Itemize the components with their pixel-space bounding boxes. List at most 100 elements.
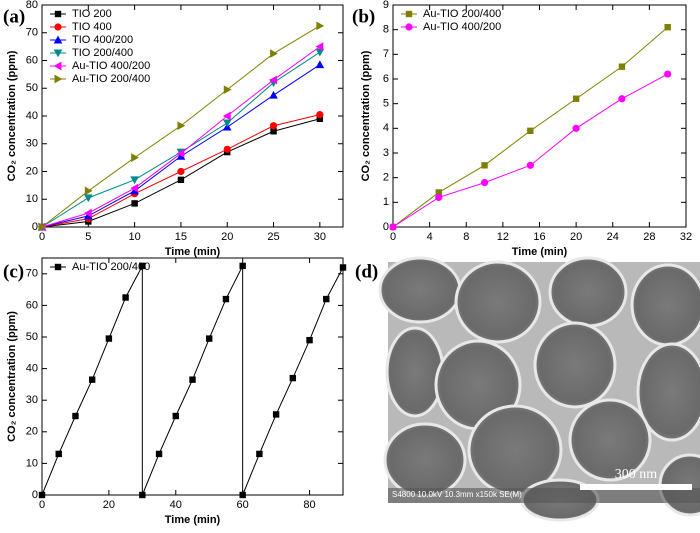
y-tick-label: 20 — [26, 426, 38, 438]
y-tick-label: 3 — [383, 147, 389, 159]
marker — [435, 193, 443, 201]
scale-bar — [580, 484, 692, 490]
y-tick-label: 10 — [26, 193, 38, 205]
y-tick-label: 20 — [26, 165, 38, 177]
marker — [339, 264, 347, 271]
marker — [527, 127, 534, 134]
marker — [88, 376, 96, 383]
pore — [385, 326, 445, 418]
x-tick-label: 8 — [463, 231, 469, 243]
marker — [139, 491, 146, 499]
x-tick-label: 15 — [175, 231, 187, 243]
x-tick-label: 60 — [237, 499, 249, 511]
marker — [131, 153, 139, 162]
marker — [83, 194, 93, 203]
marker — [572, 124, 580, 132]
panel-label: (d) — [355, 261, 378, 282]
x-tick-label: 4 — [427, 231, 433, 243]
y-tick-label: 40 — [26, 363, 38, 375]
marker — [572, 95, 580, 102]
y-tick-label: 60 — [26, 54, 38, 66]
x-tick-label: 10 — [128, 231, 140, 243]
y-tick-label: 30 — [26, 138, 38, 150]
marker — [223, 145, 231, 153]
marker — [177, 167, 185, 176]
legend-marker — [54, 74, 63, 84]
marker — [526, 161, 534, 169]
x-tick-label: 20 — [103, 499, 115, 511]
legend-label: TIO 200/400 — [72, 47, 133, 59]
pore — [568, 398, 652, 482]
pore — [630, 263, 700, 347]
marker — [435, 189, 442, 196]
x-tick-label: 40 — [170, 499, 182, 511]
y-tick-label: 8 — [383, 24, 389, 36]
legend-marker — [53, 61, 62, 71]
series-line — [41, 64, 321, 228]
pore — [548, 256, 628, 328]
x-tick-label: 28 — [643, 231, 655, 243]
legend-label: Au-TIO 200/400 — [72, 73, 150, 85]
marker — [315, 48, 325, 57]
marker — [83, 208, 92, 218]
y-tick-label: 6 — [383, 73, 389, 85]
legend-marker — [54, 23, 62, 31]
marker — [481, 162, 488, 169]
marker — [480, 179, 489, 187]
marker — [189, 376, 196, 383]
marker — [176, 149, 185, 158]
x-tick-label: 0 — [39, 499, 45, 511]
y-tick-label: 2 — [383, 172, 389, 184]
legend-marker — [405, 10, 413, 18]
marker — [316, 115, 324, 122]
x-axis-label: Time (min) — [165, 514, 221, 526]
x-tick-label: 30 — [314, 231, 326, 243]
panel-label: (c) — [3, 261, 24, 282]
pore — [533, 321, 617, 409]
marker — [269, 75, 277, 85]
legend-label: Au-TIO 200/400 — [72, 261, 150, 273]
marker — [130, 176, 139, 185]
marker — [239, 262, 246, 270]
marker — [618, 63, 626, 70]
marker — [172, 412, 179, 420]
x-axis-label: Time (min) — [165, 246, 221, 258]
marker — [316, 21, 325, 31]
marker — [239, 491, 246, 499]
y-tick-label: 10 — [26, 457, 38, 469]
marker — [323, 295, 330, 303]
x-tick-label: 32 — [680, 231, 692, 243]
y-tick-label: 50 — [26, 331, 38, 343]
marker — [222, 295, 230, 303]
y-tick-label: 0 — [32, 489, 38, 501]
plot-frame — [41, 257, 344, 496]
legend-marker — [405, 23, 413, 31]
x-tick-label: 5 — [85, 231, 91, 243]
marker — [38, 491, 46, 499]
x-tick-label: 16 — [533, 231, 545, 243]
x-tick-label: 20 — [570, 231, 582, 243]
x-tick-label: 12 — [497, 231, 509, 243]
y-tick-label: 4 — [383, 122, 389, 134]
y-axis-label: CO₂ concentration (ppm) — [6, 50, 18, 181]
x-tick-label: 0 — [390, 231, 396, 243]
pore — [378, 256, 462, 324]
x-axis-label: Time (min) — [512, 246, 568, 258]
x-tick-label: 0 — [39, 231, 45, 243]
series-line — [392, 26, 669, 228]
x-tick-label: 80 — [303, 499, 315, 511]
marker — [38, 222, 47, 232]
marker — [289, 374, 297, 382]
y-tick-label: 50 — [26, 82, 38, 94]
legend-label: Au-TIO 400/200 — [423, 21, 501, 33]
y-tick-label: 0 — [383, 221, 389, 233]
marker — [131, 200, 138, 207]
caption-band — [388, 488, 700, 503]
marker — [72, 412, 79, 420]
marker — [389, 223, 397, 231]
legend-marker — [53, 49, 63, 58]
panel-label: (a) — [3, 6, 25, 27]
marker — [55, 450, 62, 458]
marker — [315, 42, 324, 51]
y-tick-label: 40 — [26, 110, 38, 122]
